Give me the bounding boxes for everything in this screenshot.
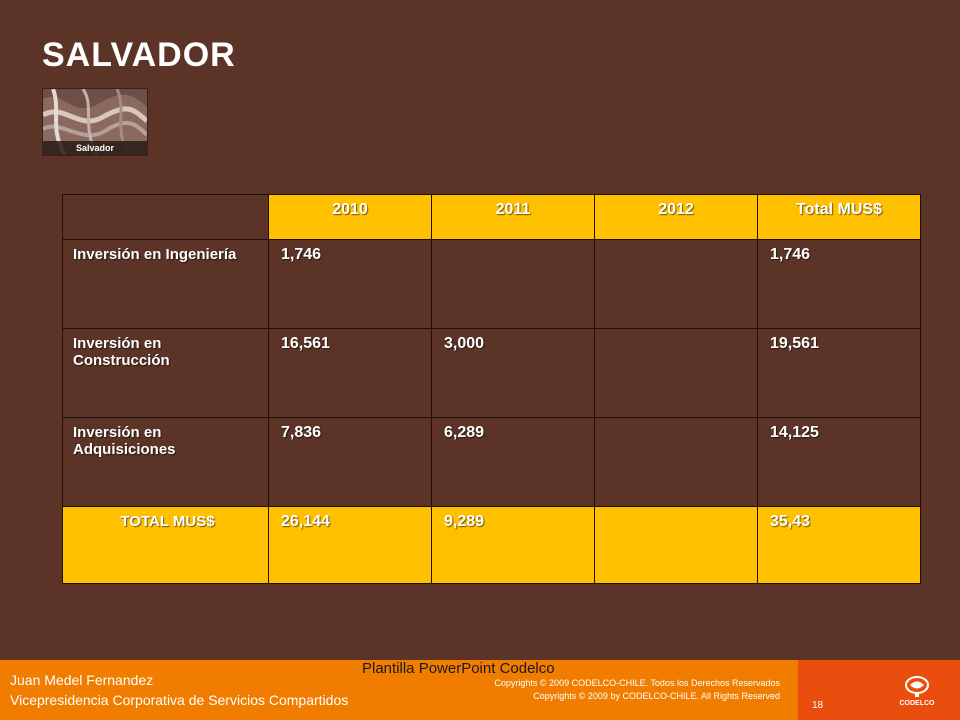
header-cell: Total MUS$ xyxy=(757,194,921,240)
table-cell xyxy=(594,239,758,329)
table-total-row: TOTAL MUS$ 26,144 9,289 35,43 xyxy=(62,506,921,584)
copyright-spanish: Copyrights © 2009 CODELCO-CHILE. Todos l… xyxy=(494,678,780,688)
header-cell: 2012 xyxy=(594,194,758,240)
row-label: Inversión en Adquisiciones xyxy=(62,417,269,507)
total-cell xyxy=(594,506,758,584)
slide-title: SALVADOR xyxy=(42,36,236,74)
page-number: 18 xyxy=(812,700,824,711)
codelco-logo-icon xyxy=(905,676,929,697)
table-cell: 7,836 xyxy=(268,417,432,507)
presenter-name: Juan Medel Fernandez xyxy=(10,672,154,688)
investment-table: 2010 2011 2012 Total MUS$ Inversión en I… xyxy=(62,194,921,584)
table-header-row: 2010 2011 2012 Total MUS$ xyxy=(62,194,921,240)
presenter-department: Vicepresidencia Corporativa de Servicios… xyxy=(10,692,349,708)
total-cell: 9,289 xyxy=(431,506,595,584)
copyright-english: Copyrights © 2009 by CODELCO-CHILE. All … xyxy=(533,691,780,701)
header-cell xyxy=(62,194,269,240)
table-cell: 3,000 xyxy=(431,328,595,418)
header-cell: 2010 xyxy=(268,194,432,240)
table-cell xyxy=(594,328,758,418)
table-row: Inversión en Adquisiciones 7,836 6,289 1… xyxy=(62,417,921,507)
table-row: Inversión en Construcción 16,561 3,000 1… xyxy=(62,328,921,418)
table-row: Inversión en Ingeniería 1,746 1,746 xyxy=(62,239,921,329)
table-cell: 1,746 xyxy=(757,239,921,329)
table-cell xyxy=(431,239,595,329)
table-cell: 1,746 xyxy=(268,239,432,329)
footer-logo-block xyxy=(798,660,960,720)
logo-text: CODELCO xyxy=(899,700,935,707)
total-label: TOTAL MUS$ xyxy=(62,506,269,584)
header-cell: 2011 xyxy=(431,194,595,240)
row-label: Inversión en Construcción xyxy=(62,328,269,418)
table-cell: 6,289 xyxy=(431,417,595,507)
total-cell: 26,144 xyxy=(268,506,432,584)
table-cell: 14,125 xyxy=(757,417,921,507)
total-cell: 35,43 xyxy=(757,506,921,584)
table-cell: 19,561 xyxy=(757,328,921,418)
table-cell xyxy=(594,417,758,507)
thumbnail-label: Salvador xyxy=(43,141,147,155)
salvador-thumbnail: Salvador xyxy=(42,88,148,156)
template-name: Plantilla PowerPoint Codelco xyxy=(362,660,555,677)
row-label: Inversión en Ingeniería xyxy=(62,239,269,329)
table-cell: 16,561 xyxy=(268,328,432,418)
